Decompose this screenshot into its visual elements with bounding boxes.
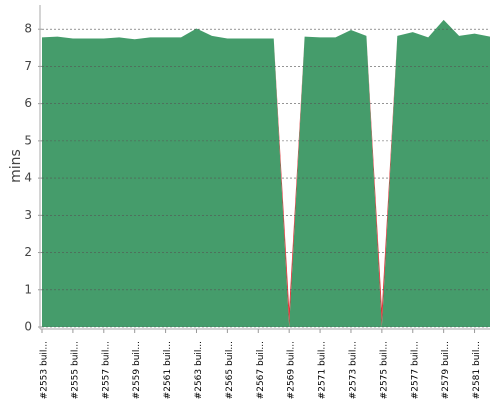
y-tick-label: 2: [24, 245, 32, 259]
x-tick-label: #2577 buil...: [410, 341, 420, 399]
y-tick-label: 3: [24, 208, 32, 222]
area: [42, 19, 490, 328]
x-tick-label: #2553 buil...: [40, 341, 50, 399]
y-tick-label: 0: [24, 320, 32, 334]
x-tick-label: #2579 buil...: [441, 341, 451, 399]
x-tick-label: #2561 buil...: [163, 341, 173, 399]
x-tick-label: #2581 buil...: [472, 341, 482, 399]
y-tick-label: 8: [24, 22, 32, 36]
x-tick-label: #2565 buil...: [225, 341, 235, 399]
x-tick-label: #2571 buil...: [318, 341, 328, 399]
x-tick-label: #2575 buil...: [379, 341, 389, 399]
x-tick-label: #2569 buil...: [287, 341, 297, 399]
y-axis-label: mins: [8, 149, 24, 183]
y-tick-label: 4: [24, 171, 32, 185]
y-tick-label: 5: [24, 133, 32, 147]
x-tick-label: #2559 buil...: [132, 341, 142, 399]
x-tick-label: #2555 buil...: [70, 341, 80, 399]
x-tick-label: #2557 buil...: [101, 341, 111, 399]
x-tick-label: #2567 buil...: [256, 341, 266, 399]
y-tick-label: 1: [24, 282, 32, 296]
x-tick-label: #2573 buil...: [348, 341, 358, 399]
y-tick-label: 7: [24, 59, 32, 73]
y-tick-label: 6: [24, 96, 32, 110]
x-tick-label: #2563 buil...: [194, 341, 204, 399]
area: [42, 19, 490, 328]
